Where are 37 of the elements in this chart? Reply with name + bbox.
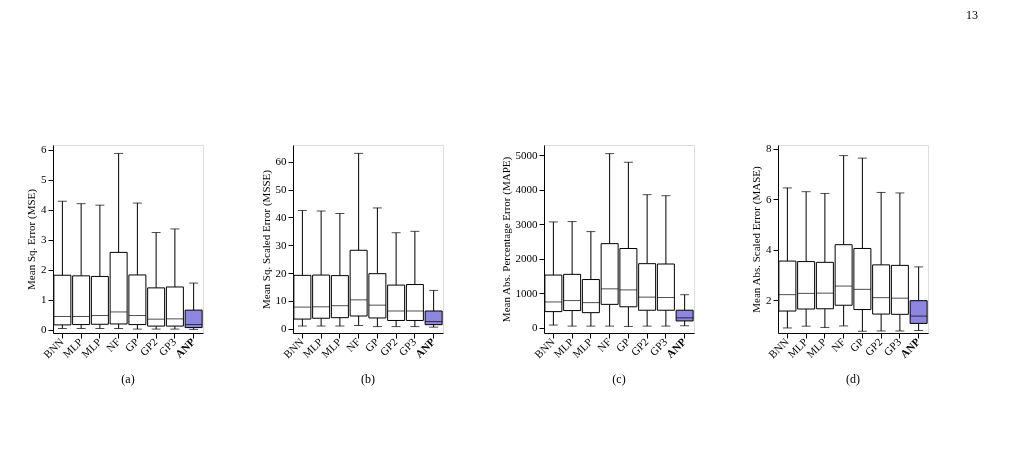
y-tick-label: 50 (275, 183, 287, 196)
y-tick-label: 40 (275, 210, 287, 223)
y-tick-label: 5000 (515, 148, 538, 161)
y-axis-title: Mean Sq. Scaled Error (MSSE) (259, 169, 273, 310)
x-tick-label: NF (343, 335, 363, 354)
text: (c) (612, 371, 626, 386)
y-tick-label: 30 (275, 238, 287, 251)
y-tick-label: 2 (41, 263, 47, 276)
y-tick-label: 4 (41, 203, 47, 216)
y-tick-label: 0 (532, 321, 538, 334)
y-tick-label: 4 (766, 243, 772, 256)
y-tick-label: 2000 (515, 252, 538, 265)
y-tick-label: 0 (41, 323, 47, 336)
y-tick-label: 4000 (515, 183, 538, 196)
y-tick-label: 3000 (515, 217, 538, 230)
y-tick-label: 8 (766, 142, 772, 155)
y-tick-label: 2 (766, 293, 772, 306)
y-axis-title: Mean Sq. Error (MSE) (25, 188, 38, 290)
y-tick-label: 60 (275, 155, 287, 168)
x-tick-label: NF (828, 335, 848, 354)
y-tick-label: 20 (275, 266, 287, 279)
y-tick-label: 6 (766, 192, 772, 205)
text: (a) (121, 371, 135, 386)
y-tick-label: 6 (41, 143, 47, 156)
y-tick-label: 3 (41, 233, 47, 246)
y-axis-title: Mean Abs. Scaled Error (MASE) (750, 166, 763, 313)
y-tick-label: 1000 (515, 286, 538, 299)
y-tick-label: 0 (281, 322, 287, 335)
x-tick-label: NF (103, 335, 123, 354)
text: (d) (846, 371, 860, 386)
y-tick-label: 1 (41, 293, 47, 306)
y-tick-label: 10 (275, 294, 287, 307)
y-tick-label: 5 (41, 173, 47, 186)
x-tick-label: NF (594, 335, 614, 354)
text: (b) (361, 371, 375, 386)
y-axis-title: Mean Abs. Percentage Error (MAPE) (499, 156, 513, 323)
text: 13 (966, 8, 978, 22)
